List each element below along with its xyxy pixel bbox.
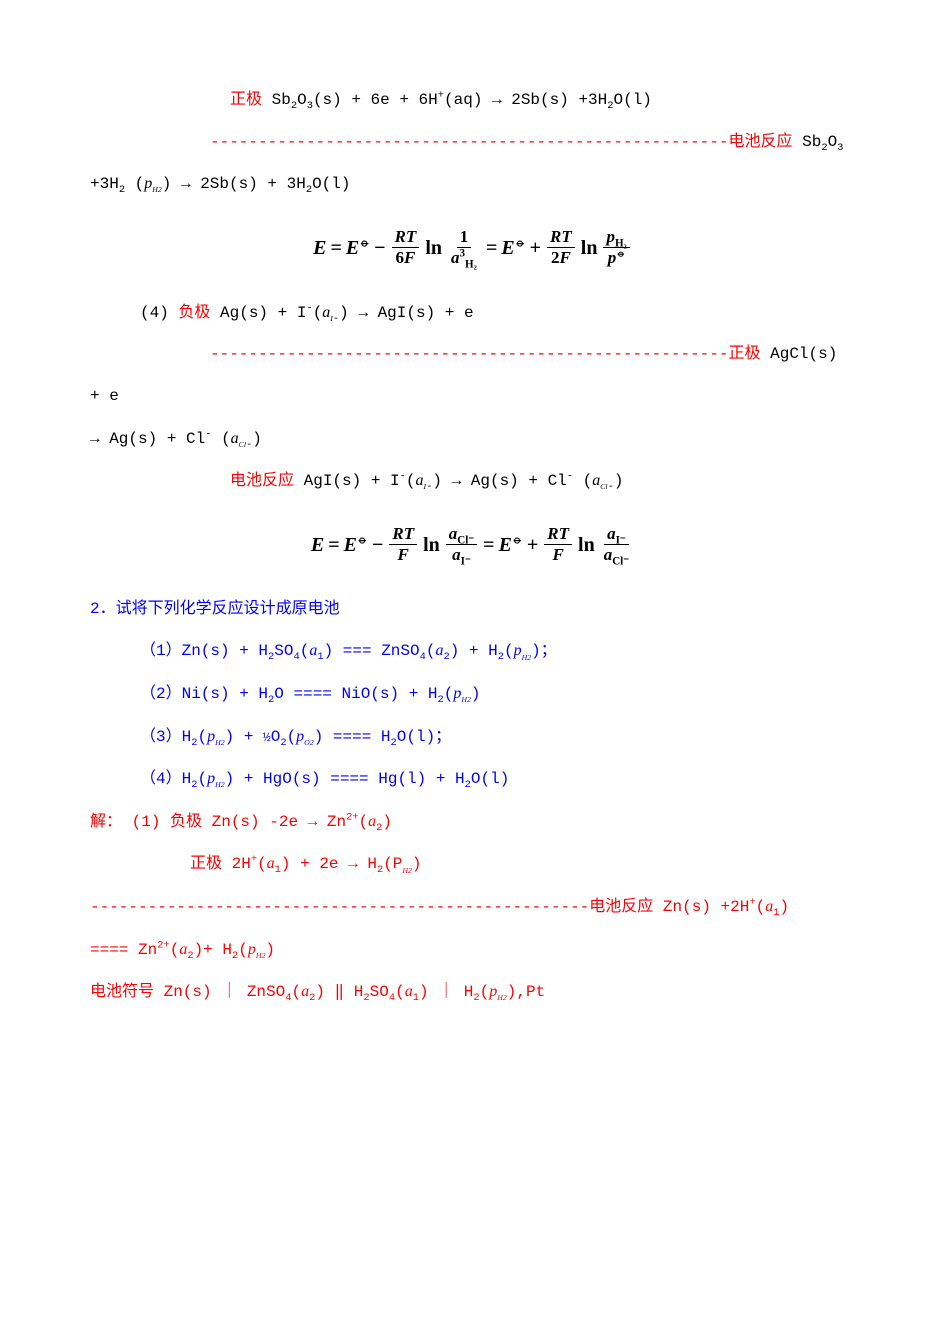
dashes: ----------------------------------------… (90, 133, 728, 151)
cell-reaction-zn-cont: ==== Zn2+(a2)+ H2(pH2) (90, 929, 855, 972)
solution-1-anode: 解： (1) 负极 Zn(s) -2e → Zn2+(a2) (90, 801, 855, 844)
t: （1）Zn(s) + H2SO4(a1) === ZnSO4(a2) + H2(… (140, 642, 557, 660)
t: ==== Zn2+(a2)+ H2(pH2) (90, 941, 275, 959)
q2-heading: 2．试将下列化学反应设计成原电池 (90, 589, 855, 631)
cell-reaction-agi: 电池反应 AgI(s) + I-(aI-) → Ag(s) + Cl- (aCl… (90, 460, 855, 503)
nernst-eq-1: E = E⦵ − RT6F ln 1a3H₂ = E⦵ + RT2F ln pH… (90, 222, 855, 274)
document-page: 正极 Sb2O3(s) + 6e + 6H+(aq) → 2Sb(s) +3H2… (0, 0, 945, 1074)
solution-1-cathode: 正极 2H+(a1) + 2e → H2(PH2) (90, 843, 855, 886)
q2-item-1: （1）Zn(s) + H2SO4(a1) === ZnSO4(a2) + H2(… (90, 630, 855, 673)
eq-tail: Zn(s) +2H+(a1) (663, 898, 789, 916)
q2-item-3: （3）H2(pH2) + ½O2(pO2) ==== H2O(l)； (90, 716, 855, 759)
cell-reaction-cont: +3H2 (pH2) → 2Sb(s) + 3H2O(l) (90, 163, 855, 206)
t: AgI(s) + I-(aI-) → Ag(s) + Cl- (aCl-) (304, 472, 624, 490)
dashes: ----------------------------------------… (90, 898, 589, 916)
eq-text: Sb2O3(s) + 6e + 6H+(aq) → 2Sb(s) +3H2O(l… (272, 91, 652, 109)
cathode-agcl-cont: → Ag(s) + Cl- (aCl-) (90, 418, 855, 461)
t: （3）H2(pH2) + ½O2(pO2) ==== H2O(l)； (140, 728, 451, 746)
t: 解： (1) 负极 Zn(s) -2e → Zn2+(a2) (90, 813, 392, 831)
label-cathode: 正极 (230, 91, 262, 109)
q2-item-2: （2）Ni(s) + H2O ==== NiO(s) + H2(pH2) (90, 673, 855, 716)
t: 电池符号 Zn(s) ｜ ZnSO4(a2) ‖ H2SO4(a1) ｜ H2(… (90, 983, 545, 1001)
dash-line-3: ----------------------------------------… (90, 886, 855, 929)
t: +3H2 (pH2) → 2Sb(s) + 3H2O(l) (90, 175, 350, 193)
label-cathode: 正极 (728, 345, 760, 363)
t: （2）Ni(s) + H2O ==== NiO(s) + H2(pH2) (140, 685, 481, 703)
eq-tail: Sb2O3 (802, 133, 843, 151)
dash-line-1: ----------------------------------------… (90, 122, 855, 164)
cell-notation: 电池符号 Zn(s) ｜ ZnSO4(a2) ‖ H2SO4(a1) ｜ H2(… (90, 971, 855, 1014)
item-4-anode: (4) 负极 Ag(s) + I-(aI-) → AgI(s) + e (90, 292, 855, 335)
dashes: ----------------------------------------… (90, 345, 728, 363)
t: 正极 2H+(a1) + 2e → H2(PH2) (190, 855, 422, 873)
cathode-line-sb2o3: 正极 Sb2O3(s) + 6e + 6H+(aq) → 2Sb(s) +3H2… (90, 80, 855, 122)
t: (4) 负极 Ag(s) + I-(aI-) → AgI(s) + e (140, 304, 474, 322)
label-cell-reaction: 电池反应 (589, 898, 653, 916)
nernst-eq-2: E = E⦵ − RTF ln aCl⁻aI⁻ = E⦵ + RTF ln aI… (90, 519, 855, 571)
dash-line-2: ----------------------------------------… (90, 334, 855, 417)
label-cell-reaction: 电池反应 (230, 472, 294, 490)
q2-item-4: （4）H2(pH2) + HgO(s) ==== Hg(l) + H2O(l) (90, 758, 855, 801)
t: （4）H2(pH2) + HgO(s) ==== Hg(l) + H2O(l) (140, 770, 509, 788)
label-cell-reaction: 电池反应 (728, 133, 792, 151)
t: → Ag(s) + Cl- (aCl-) (90, 430, 262, 448)
